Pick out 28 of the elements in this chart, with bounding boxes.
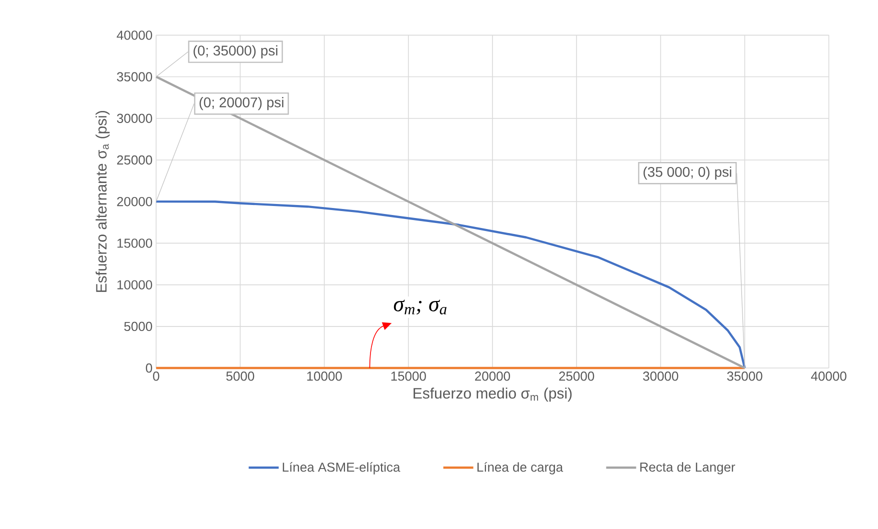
x-tick-label: 0	[153, 371, 160, 381]
annotation: (0; 20007) psi	[200, 97, 284, 110]
y-tick-label: 30000	[116, 114, 152, 123]
y-tick-label: 20000	[117, 196, 152, 206]
y-tick-label: 0	[146, 363, 152, 373]
y-tick-label: 15000	[117, 238, 152, 248]
x-tick-label: 40000	[811, 371, 846, 381]
x-tick-label: 15000	[391, 371, 426, 381]
legend-label: Línea de carga	[477, 462, 564, 474]
annotation: (0; 35000) psi	[194, 45, 278, 58]
line-series	[155, 200, 746, 370]
y-axis-title: Esfuerzo alternante σ$_{a}$ (psi)	[96, 110, 110, 292]
annotation: (35 000; 0) psi	[644, 166, 732, 180]
y-tick-label: 5000	[124, 322, 152, 331]
legend-label: Línea ASME-elíptica	[282, 462, 400, 474]
y-tick-label: 40000	[116, 30, 152, 40]
annotation: σ$_{m}$; σ$_{a}$	[394, 300, 446, 314]
y-tick-label: 35000	[116, 72, 152, 82]
x-axis-title: Esfuerzo medio σ$_{m}$ (psi)	[414, 388, 572, 402]
x-tick-label: 5000	[226, 371, 254, 381]
x-tick-label: 10000	[307, 371, 342, 381]
legend-label: Recta de Langer	[640, 462, 736, 474]
x-tick-label: 35000	[727, 371, 762, 381]
x-tick-label: 25000	[559, 371, 594, 381]
x-tick-label: 20000	[475, 371, 510, 381]
x-tick-label: 30000	[643, 371, 678, 381]
y-tick-label: 25000	[117, 155, 152, 165]
y-tick-label: 10000	[117, 280, 152, 290]
